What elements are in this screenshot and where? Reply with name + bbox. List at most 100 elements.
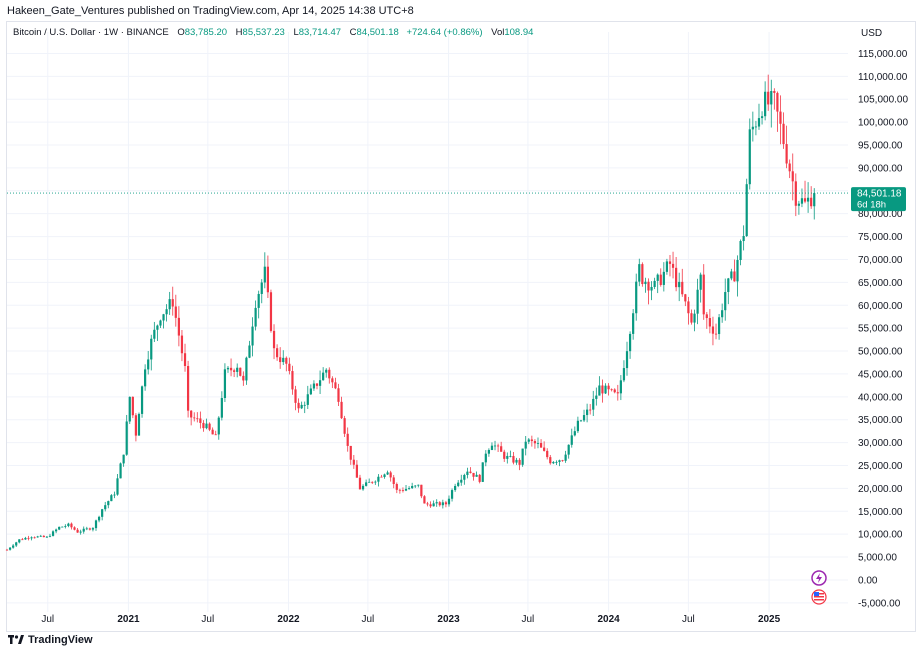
us-flag-economic-event-icon[interactable] <box>811 589 827 605</box>
candle-down <box>791 171 794 182</box>
candle-up <box>119 463 122 479</box>
candle-up <box>24 537 27 540</box>
candle-up <box>813 193 816 207</box>
candle-up <box>414 485 417 487</box>
candle-up <box>417 484 420 486</box>
price-tick-label: 80,000.00 <box>858 209 903 220</box>
candle-up <box>797 203 800 206</box>
candle-down <box>199 418 202 423</box>
candle-down <box>266 266 269 293</box>
candle-up <box>107 501 110 506</box>
time-tick-label: 2022 <box>277 614 300 625</box>
candle-down <box>561 460 564 462</box>
candle-up <box>699 274 702 290</box>
close-label: C <box>349 27 357 38</box>
candle-down <box>426 503 429 505</box>
price-tick-label: 35,000.00 <box>858 415 903 426</box>
candle-down <box>782 123 785 145</box>
candle-up <box>104 505 107 510</box>
price-tick-label: 15,000.00 <box>858 507 903 518</box>
candle-down <box>395 484 398 490</box>
candle-up <box>140 386 144 414</box>
candle-down <box>27 537 30 539</box>
candle-up <box>374 481 377 483</box>
candle-down <box>668 261 672 264</box>
price-axis: 115,000.00 110,000.00 105,000.00 100,000.00… <box>858 49 908 609</box>
candle-down <box>438 502 441 506</box>
candle-up <box>94 520 98 529</box>
candle-down <box>601 385 604 394</box>
price-tick-label: 45,000.00 <box>858 369 903 380</box>
candle-up <box>150 338 153 360</box>
candle-up <box>582 415 586 421</box>
candle-up <box>586 409 589 416</box>
candle-down <box>767 91 770 105</box>
candle-up <box>592 398 595 410</box>
candles <box>5 74 816 551</box>
candle-up <box>147 359 150 370</box>
candle-down <box>174 306 177 318</box>
candle-down <box>705 314 708 319</box>
candle-up <box>622 368 626 381</box>
candle-up <box>30 537 33 539</box>
candle-up <box>721 310 724 318</box>
candle-down <box>779 111 782 124</box>
candle-down <box>794 181 797 206</box>
last-price-badge <box>851 187 906 212</box>
candle-up <box>754 126 758 128</box>
candle-up <box>460 479 463 483</box>
candle-up <box>493 445 497 447</box>
candle-up <box>555 461 558 463</box>
price-tick-label: -5,000.00 <box>858 598 901 609</box>
candle-down <box>331 378 334 383</box>
candle-up <box>757 118 761 127</box>
candle-up <box>665 261 669 272</box>
candle-down <box>328 369 331 379</box>
candle-up <box>644 281 647 285</box>
candle-down <box>229 367 233 371</box>
symbol-title[interactable]: Bitcoin / U.S. Dollar · 1W · BINANCE <box>13 27 169 38</box>
price-tick-label: 10,000.00 <box>858 530 903 541</box>
candle-down <box>392 477 395 485</box>
tradingview-footer[interactable]: TradingView <box>8 634 93 646</box>
candle-down <box>269 292 273 331</box>
candle-down <box>186 366 190 411</box>
candle-up <box>245 357 248 381</box>
candle-up <box>79 531 82 533</box>
candle-up <box>91 528 95 530</box>
bar-countdown: 6d 18h <box>857 200 886 211</box>
candle-up <box>457 482 460 486</box>
price-tick-label: 100,000.00 <box>858 118 908 129</box>
candle-up <box>625 351 629 369</box>
price-tick-label: 60,000.00 <box>858 301 903 312</box>
candle-up <box>481 462 484 482</box>
candle-down <box>275 348 279 358</box>
candle-up <box>598 385 601 396</box>
candle-down <box>429 504 432 507</box>
candle-up <box>662 271 665 285</box>
candle-down <box>420 484 423 497</box>
candle-down <box>346 433 349 446</box>
candle-up <box>484 453 487 463</box>
candle-up <box>564 454 567 461</box>
candle-down <box>73 527 76 530</box>
candle-up <box>742 236 745 242</box>
candle-up <box>800 198 804 204</box>
price-tick-label: 105,000.00 <box>858 95 908 106</box>
candle-down <box>315 383 319 386</box>
candle-up <box>64 526 67 527</box>
candle-down <box>337 388 340 402</box>
low-label: L <box>293 27 299 38</box>
candle-down <box>788 163 791 172</box>
candle-up <box>144 369 147 387</box>
candle-down <box>684 294 687 302</box>
candle-down <box>810 197 813 207</box>
candle-down <box>371 481 374 483</box>
close-value: 84,501.18 <box>356 27 399 38</box>
candle-down <box>279 357 282 363</box>
tradingview-logo-icon <box>8 635 24 644</box>
time-tick-label: Jul <box>361 614 374 625</box>
candle-up <box>263 266 266 283</box>
bolt-event-icon[interactable] <box>811 570 827 586</box>
